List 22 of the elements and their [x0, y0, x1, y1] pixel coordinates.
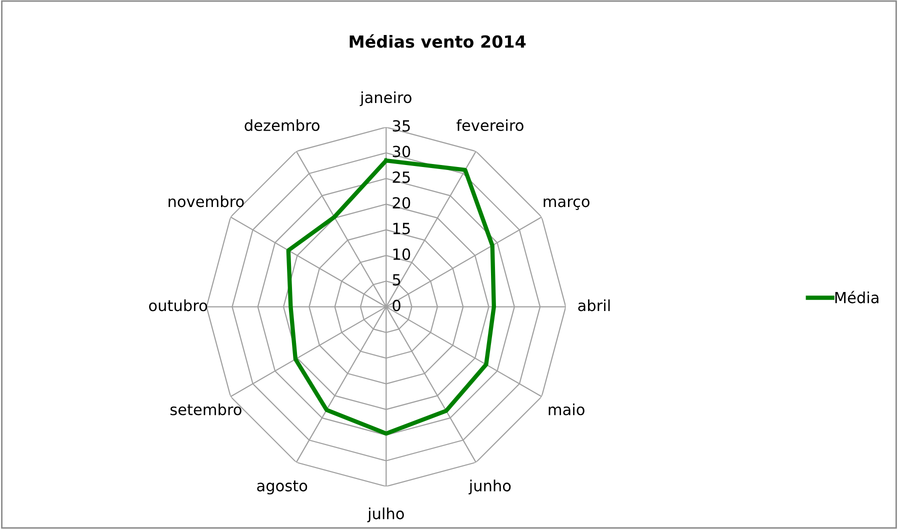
- y-tick-label: 0: [392, 300, 400, 312]
- spoke-label: fevereiro: [456, 119, 524, 132]
- y-tick-label: 25: [392, 171, 410, 183]
- chart-title: Médias vento 2014: [350, 34, 526, 48]
- y-tick-label: 10: [393, 248, 410, 260]
- legend-label: Média: [835, 290, 878, 304]
- spoke-label: junho: [468, 480, 511, 494]
- y-tick-label: 35: [392, 120, 410, 132]
- y-tick-label: 15: [393, 222, 410, 234]
- spoke-label: março: [544, 198, 590, 210]
- spoke-label: janeiro: [360, 91, 412, 106]
- spoke-label: dezembro: [244, 119, 320, 132]
- spoke-label: outubro: [149, 299, 208, 312]
- spoke-label: novembro: [168, 195, 244, 208]
- y-tick-label: 30: [392, 146, 410, 158]
- y-tick-label: 20: [392, 197, 410, 209]
- spoke-label: agosto: [257, 480, 308, 494]
- spoke-label: maio: [548, 403, 584, 416]
- spoke-label: abril: [578, 299, 610, 312]
- y-tick-label: 5: [392, 274, 400, 286]
- spoke-label: setembro: [170, 403, 242, 416]
- spoke-label: julho: [367, 508, 404, 522]
